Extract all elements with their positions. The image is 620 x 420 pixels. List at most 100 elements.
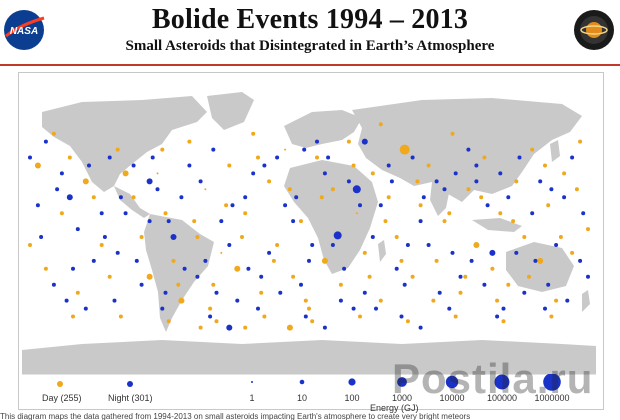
night-bolide-event [346,179,351,184]
night-bolide-event [315,139,319,144]
night-bolide-event [474,179,479,184]
night-bolide-event [389,179,394,184]
night-bolide-event [426,243,431,247]
day-bolide-event [522,235,527,239]
night-bolide-event [562,195,567,200]
day-bolide-event [431,298,436,303]
day-bolide-event [214,319,219,324]
page-title: Bolide Events 1994 – 2013 [151,4,469,35]
day-bolide-event [370,171,375,176]
night-bolide-event [64,298,69,303]
energy-scale-dot [348,378,356,386]
night-bolide-event [578,258,583,263]
night-bolide-event [75,227,80,232]
day-bolide-event [176,282,181,287]
night-bolide-event [565,298,570,303]
day-bolide-event [546,203,551,208]
day-bolide-event [99,243,104,247]
day-bolide-event [383,219,388,224]
night-bolide-event [243,195,248,200]
night-bolide-event [299,282,303,287]
day-bolide-event [43,266,48,271]
night-bolide-event [351,306,356,311]
day-bolide-event [115,147,120,152]
day-bolide-event [224,203,229,208]
day-bolide-event [262,314,267,319]
night-bolide-event [495,314,500,319]
day-bolide-event [71,314,75,319]
day-bolide-event [234,265,241,272]
day-bolide-event [351,163,356,168]
day-bolide-event [291,274,296,279]
day-bolide-event [490,266,495,271]
day-bolide-event [463,274,468,279]
planetary-science-logo [574,10,614,50]
night-bolide-event [447,306,452,311]
day-bolide-event [211,282,216,287]
day-bolide-event [319,195,324,200]
night-bolide-event [394,266,399,271]
night-bolide-event [39,235,44,239]
energy-tick-label: 100000 [486,393,518,403]
day-bolide-event [220,251,223,254]
day-bolide-event [482,155,487,160]
day-bolide-event [139,235,144,239]
day-bolide-event [498,211,503,216]
day-bolide-event [511,219,516,224]
day-bolide-event [330,187,335,192]
day-bolide-event [303,298,308,303]
night-bolide-event [362,290,367,295]
day-bolide-event [453,314,458,319]
day-bolide-event [284,148,287,151]
day-bolide-event [506,282,511,287]
night-bolide-event [208,314,213,319]
energy-tick-label: 1000 [391,393,413,403]
day-bolide-event [243,325,248,330]
day-bolide-event [146,273,153,280]
day-bolide-event [178,297,185,304]
energy-tick-label: 1 [249,393,255,403]
day-bolide-event [346,139,351,144]
night-bolide-event [230,203,235,208]
day-bolide-event [418,203,423,208]
night-bolide-event [115,250,120,255]
day-bolide-event [415,179,420,184]
night-bolide-event [402,282,407,287]
night-bolide-event [485,203,490,208]
night-bolide-event [469,258,474,263]
night-bolide-event [43,139,48,144]
day-bolide-event [386,195,391,200]
energy-tick-label: 1000000 [534,393,570,403]
night-bolide-event [437,290,442,295]
map-legend: Day (255) Night (301) 1 10 100 1000 10000 100… [22,373,596,414]
day-bolide-event [163,211,168,216]
night-bolide-event [71,266,75,271]
day-bolide-event [378,298,383,303]
day-bolide-event [28,243,32,247]
night-bolide-event [139,282,144,287]
night-bolide-event [59,171,64,176]
night-bolide-event [187,163,192,168]
svg-text:NASA: NASA [10,26,38,37]
energy-tick-label: 100 [344,393,360,403]
day-bolide-event [578,139,583,144]
night-bolide-event [291,219,296,224]
day-bolide-event [321,257,328,264]
night-bolide-event [434,179,439,184]
day-bolide-event [307,306,311,311]
night-bolide-event [458,274,463,279]
night-bolide-event [246,266,251,271]
night-bolide-event [410,155,415,160]
night-bolide-event [501,306,506,311]
night-bolide-event [303,314,308,319]
night-bolide-event [538,179,543,184]
indonesia [472,218,522,232]
night-bolide-event [543,306,547,311]
night-bolide-event [163,290,168,295]
day-bolide-event [256,155,260,160]
night-bolide-event [522,290,527,295]
night-bolide-event [182,266,187,271]
day-bolide-event [267,179,272,184]
day-bolide-event [259,290,264,295]
night-bolide-event [338,298,343,303]
